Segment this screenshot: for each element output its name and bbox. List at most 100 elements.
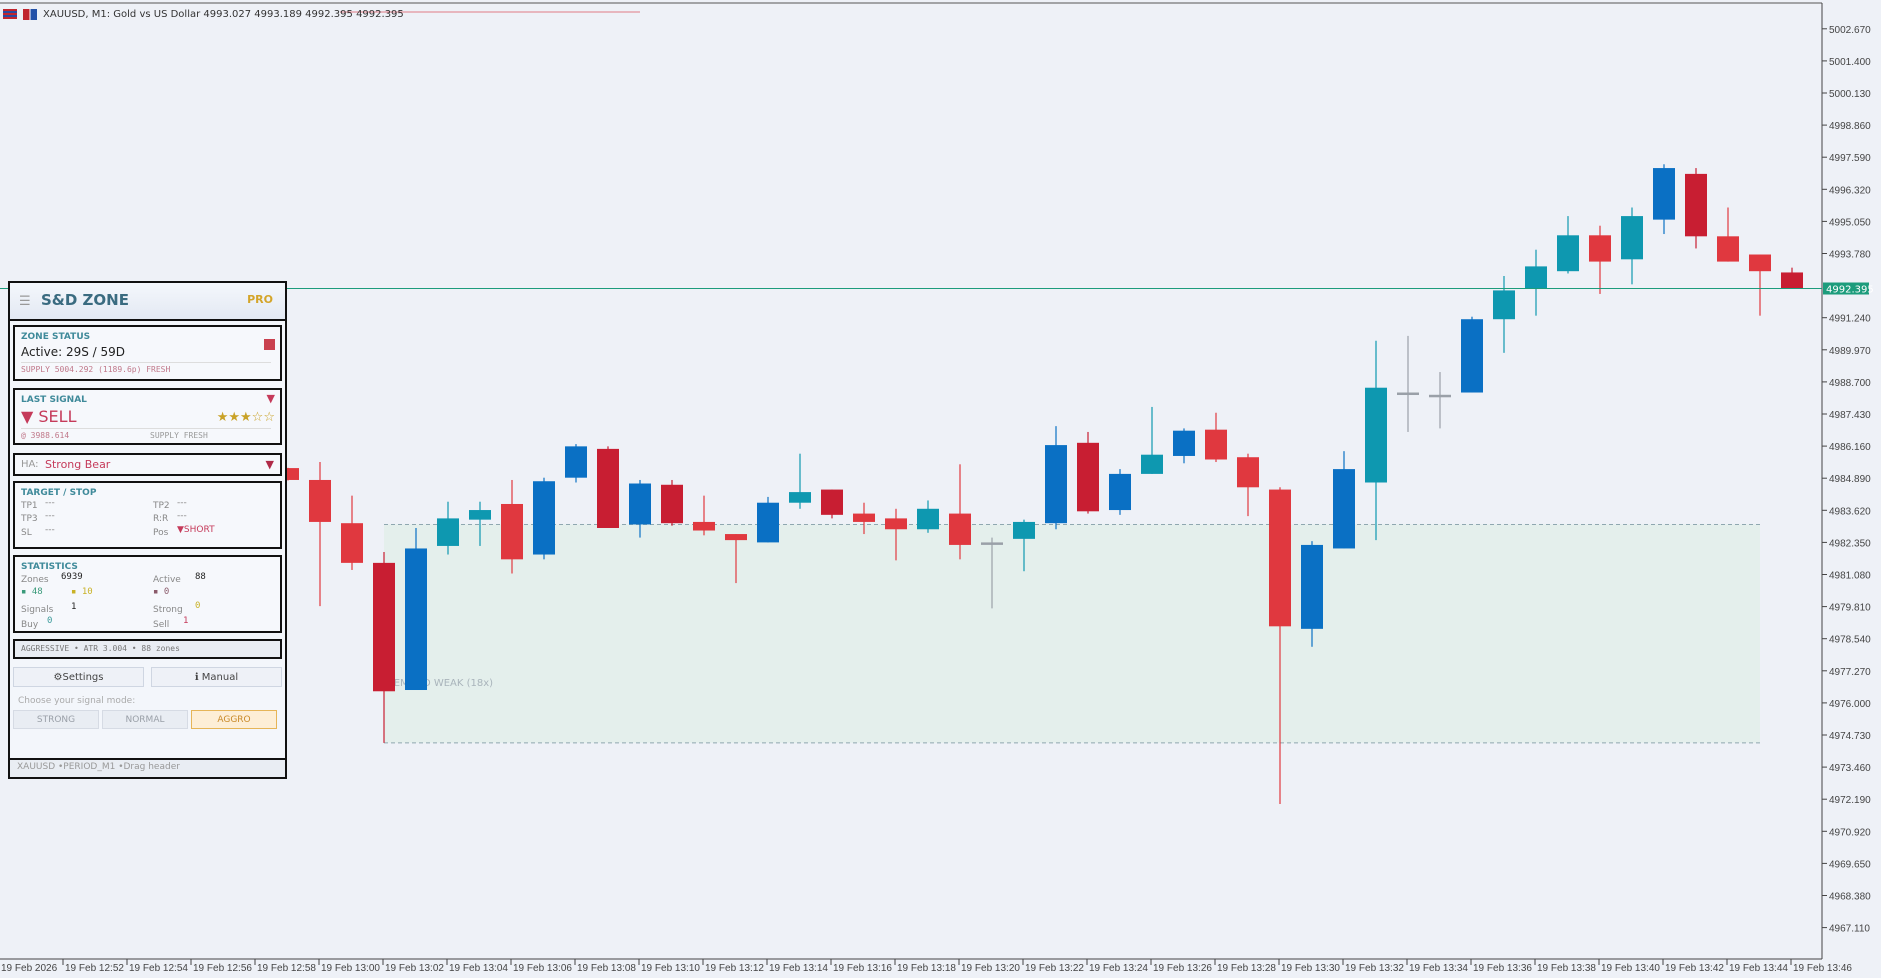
tp2-value: --- xyxy=(177,498,187,508)
signals-value: 1 xyxy=(71,602,77,612)
panel-footer-text: XAUUSD •PERIOD_M1 •Drag header xyxy=(17,762,180,772)
candle xyxy=(1173,428,1195,464)
demand-zone xyxy=(384,524,1760,743)
candle-body xyxy=(565,446,587,478)
signals-label: Signals xyxy=(21,605,54,615)
candle xyxy=(501,479,523,574)
price-tick-label: 4974.730 xyxy=(1829,731,1871,742)
tp3-value: --- xyxy=(45,511,55,521)
bear-arrow-icon: ▼ xyxy=(265,458,274,471)
candle-body xyxy=(1429,394,1451,398)
price-tick-label: 4972.190 xyxy=(1829,795,1871,806)
time-tick-label: 19 Feb 13:32 xyxy=(1345,963,1404,974)
candle-body xyxy=(1365,387,1387,483)
sell-label: Sell xyxy=(153,620,170,630)
zones-value: 6939 xyxy=(61,572,83,582)
panel-header[interactable]: ☰ S&D ZONE PRO xyxy=(10,283,285,321)
red-zone-count: ▪ 0 xyxy=(153,587,170,597)
statistics-section: STATISTICS Zones 6939 ▪ 48 ▪ 10 Signals … xyxy=(13,555,282,633)
candle xyxy=(309,462,331,607)
candle-body xyxy=(1717,236,1739,262)
sl-label: SL xyxy=(21,528,32,538)
price-tick-label: 4989.970 xyxy=(1829,346,1871,357)
signal-price: @ 3988.614 xyxy=(21,431,70,440)
tp1-label: TP1 xyxy=(21,501,38,511)
settings-button[interactable]: ⚙Settings xyxy=(13,667,144,687)
price-tick-label: 4991.240 xyxy=(1829,314,1871,325)
candle-body xyxy=(1205,429,1227,460)
tp3-label: TP3 xyxy=(21,514,38,524)
time-tick-label: 19 Feb 13:02 xyxy=(385,963,444,974)
candle-body xyxy=(1013,521,1035,539)
signal-star-rating: ★★★☆☆ xyxy=(216,410,275,425)
candle xyxy=(1621,207,1643,285)
candle xyxy=(885,508,907,561)
price-tick-label: 5002.670 xyxy=(1829,25,1871,36)
sl-value: --- xyxy=(45,525,55,535)
tp1-value: --- xyxy=(45,498,55,508)
candle-body xyxy=(469,510,491,520)
price-tick-label: 4981.080 xyxy=(1829,571,1871,582)
mode-info-bar: AGGRESSIVE • ATR 3.004 • 88 zones xyxy=(13,639,282,659)
current-price-label: 4992.395 xyxy=(1826,285,1874,296)
buy-value: 0 xyxy=(47,616,53,626)
tp2-label: TP2 xyxy=(153,501,170,511)
candle xyxy=(917,500,939,533)
time-tick-label: 19 Feb 13:24 xyxy=(1089,963,1148,974)
candle-body xyxy=(437,518,459,546)
price-tick-label: 4988.700 xyxy=(1829,378,1871,389)
time-tick-label: 19 Feb 2026 xyxy=(1,963,58,974)
candle xyxy=(405,527,427,691)
candle-body xyxy=(597,448,619,528)
last-signal-heading: LAST SIGNAL xyxy=(21,395,87,405)
mode-aggro-button[interactable]: AGGRO xyxy=(191,710,277,729)
candle xyxy=(1109,469,1131,515)
symbol-flag-icon xyxy=(23,8,37,20)
price-tick-label: 4967.110 xyxy=(1829,924,1870,935)
candle xyxy=(1557,216,1579,274)
active-value: 88 xyxy=(195,572,206,582)
chart-menu-icon[interactable] xyxy=(3,9,17,19)
candle xyxy=(629,479,651,538)
candle xyxy=(981,537,1003,609)
mode-normal-button[interactable]: NORMAL xyxy=(102,710,188,729)
candle-body xyxy=(1301,544,1323,629)
candle-body xyxy=(629,483,651,525)
candle xyxy=(1301,541,1323,647)
candle-body xyxy=(1397,392,1419,396)
candle-body xyxy=(949,513,971,545)
manual-button[interactable]: ℹ Manual xyxy=(151,667,282,687)
candle xyxy=(1013,519,1035,572)
ha-label: HA: xyxy=(21,459,39,470)
hamburger-icon[interactable]: ☰ xyxy=(19,294,31,309)
candle xyxy=(1269,487,1291,805)
zone-active-count: Active: 29S / 59D xyxy=(21,345,126,359)
time-tick-label: 19 Feb 13:18 xyxy=(897,963,956,974)
mode-strong-button[interactable]: STRONG xyxy=(13,710,99,729)
signal-zone: SUPPLY FRESH xyxy=(150,431,208,440)
candle-body xyxy=(981,542,1003,545)
time-tick-label: 19 Feb 12:54 xyxy=(129,963,188,974)
candle-body xyxy=(1109,473,1131,511)
price-tick-label: 4997.590 xyxy=(1829,153,1871,164)
candle-body xyxy=(1493,290,1515,320)
candle-body xyxy=(373,562,395,692)
candle-body xyxy=(1749,254,1771,272)
candle-body xyxy=(341,523,363,563)
sell-value: 1 xyxy=(183,616,189,626)
candle-body xyxy=(693,521,715,531)
candle xyxy=(693,495,715,536)
price-tick-label: 4970.920 xyxy=(1829,827,1871,838)
sd-zone-panel[interactable]: ☰ S&D ZONE PRO ZONE STATUS Active: 29S /… xyxy=(8,281,287,779)
candle-body xyxy=(1621,216,1643,260)
zone-status-section: ZONE STATUS Active: 29S / 59D SUPPLY 500… xyxy=(13,325,282,381)
candle-body xyxy=(853,513,875,522)
price-tick-label: 4986.160 xyxy=(1829,442,1871,453)
time-tick-label: 19 Feb 13:42 xyxy=(1665,963,1724,974)
candle xyxy=(469,501,491,546)
zone-status-heading: ZONE STATUS xyxy=(21,332,91,342)
price-tick-label: 4969.650 xyxy=(1829,859,1871,870)
panel-footer[interactable]: XAUUSD •PERIOD_M1 •Drag header xyxy=(10,758,285,777)
time-tick-label: 19 Feb 12:56 xyxy=(193,963,252,974)
